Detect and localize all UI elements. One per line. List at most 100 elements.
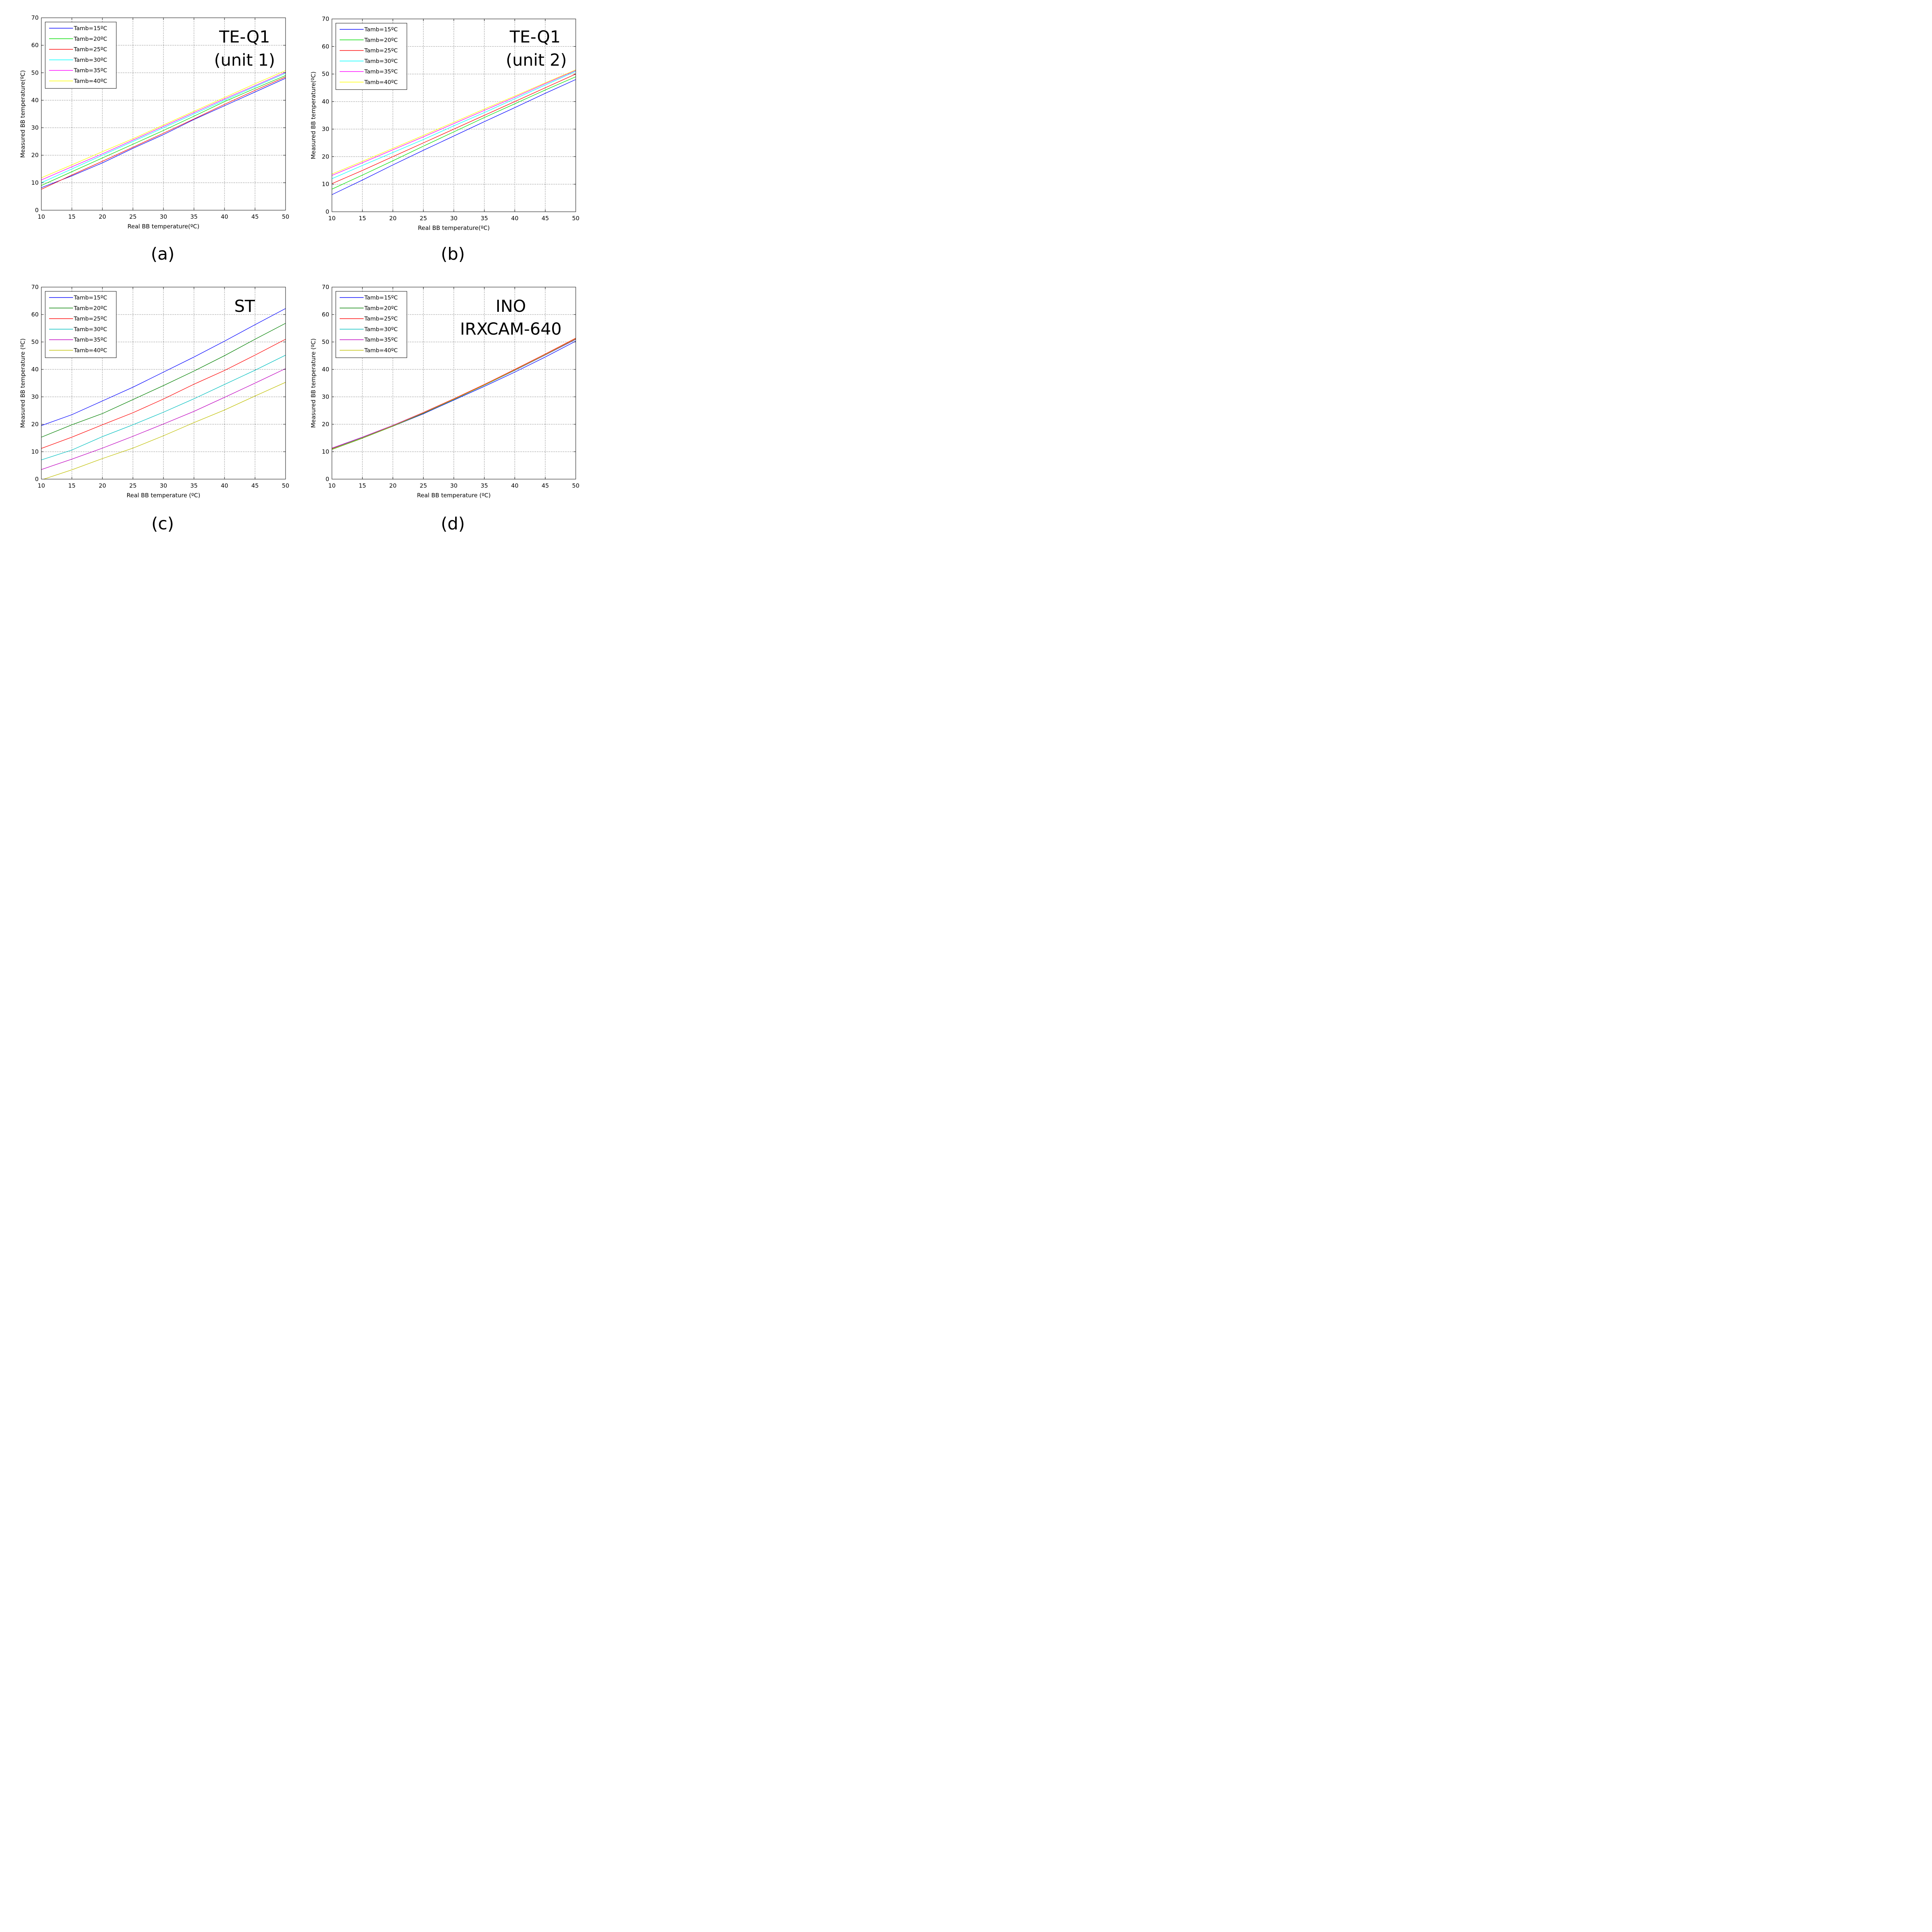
panel-annotation: ST	[234, 297, 255, 316]
legend-box	[45, 22, 117, 89]
panel-annotation: (unit 2)	[506, 51, 567, 70]
y-tick-label: 20	[31, 152, 39, 159]
panel-annotation: TE-Q1	[509, 27, 561, 47]
y-tick-label: 0	[35, 207, 39, 214]
panel-annotation: INO	[496, 297, 526, 316]
series-line-5	[41, 72, 286, 180]
series-line-4	[41, 73, 286, 183]
panel-caption: (c)	[151, 514, 174, 533]
x-tick-label: 10	[37, 213, 45, 220]
x-tick-label: 15	[359, 482, 366, 489]
series-line-3	[332, 74, 576, 184]
y-tick-label: 30	[322, 393, 329, 400]
legend: Tamb=15ºC Tamb=20ºC Tamb=25ºC Tamb=30ºC Tamb…	[335, 23, 407, 90]
series-line-6	[41, 70, 286, 178]
x-tick-label: 45	[251, 482, 259, 489]
series-group	[41, 70, 286, 190]
legend-entry-1: Tamb=15ºC	[73, 295, 107, 301]
legend-entry-6: Tamb=40ºC	[364, 348, 398, 354]
series-group	[332, 70, 576, 195]
legend-entry-1: Tamb=15ºC	[364, 295, 398, 301]
legend-box	[45, 291, 117, 358]
y-tick-label: 20	[322, 153, 329, 160]
y-tick-label: 10	[31, 179, 39, 186]
y-tick-label: 50	[31, 338, 39, 345]
y-tick-label: 40	[31, 97, 39, 104]
legend-entry-5: Tamb=35ºC	[73, 337, 107, 343]
x-axis-label: Real BB temperature(ºC)	[128, 223, 199, 230]
x-tick-label: 30	[450, 215, 457, 222]
panel-caption: (b)	[441, 244, 465, 264]
legend-entry-3: Tamb=25ºC	[364, 316, 398, 322]
y-tick-label: 50	[322, 338, 329, 345]
x-tick-label: 45	[251, 213, 259, 220]
y-tick-label: 10	[322, 448, 329, 455]
x-tick-label: 25	[420, 215, 427, 222]
series-line-4	[332, 71, 576, 179]
series-group	[332, 338, 576, 450]
x-tick-label: 10	[328, 215, 335, 222]
series-line-6	[332, 70, 576, 174]
y-tick-label: 10	[31, 448, 39, 455]
legend-entry-4: Tamb=30ºC	[73, 327, 107, 333]
y-tick-label: 60	[322, 43, 329, 50]
x-tick-label: 40	[221, 482, 228, 489]
series-line-3	[41, 77, 286, 190]
y-tick-label: 20	[322, 421, 329, 428]
series-line-5	[41, 368, 286, 470]
x-axis-label: Real BB temperature (ºC)	[127, 492, 201, 499]
legend: Tamb=15ºC Tamb=20ºC Tamb=25ºC Tamb=30ºC Tamb…	[45, 291, 117, 358]
legend-box	[335, 23, 407, 90]
legend-entry-2: Tamb=20ºC	[364, 37, 398, 43]
legend-entry-5: Tamb=35ºC	[364, 337, 398, 343]
series-line-1	[41, 308, 286, 426]
panel-annotation: IRXCAM-640	[460, 320, 561, 339]
legend-entry-3: Tamb=25ºC	[73, 316, 107, 322]
x-tick-label: 35	[190, 482, 197, 489]
x-tick-label: 15	[359, 215, 366, 222]
legend: Tamb=15ºC Tamb=20ºC Tamb=25ºC Tamb=30ºC Tamb…	[335, 291, 407, 358]
y-tick-label: 50	[31, 69, 39, 76]
series-line-2	[41, 75, 286, 186]
y-axis-label: Measured BB temperature (ºC)	[310, 338, 317, 428]
legend-entry-2: Tamb=20ºC	[364, 305, 398, 311]
x-tick-label: 20	[99, 482, 106, 489]
x-tick-label: 10	[328, 482, 335, 489]
x-axis-label: Real BB temperature(ºC)	[418, 224, 490, 231]
y-tick-label: 50	[322, 71, 329, 78]
series-line-6	[332, 338, 576, 450]
series-line-6	[43, 382, 286, 479]
series-line-2	[332, 77, 576, 190]
x-axis-label: Real BB temperature (ºC)	[417, 492, 491, 499]
y-tick-label: 0	[325, 208, 329, 215]
x-tick-label: 35	[190, 213, 197, 220]
y-tick-label: 20	[31, 421, 39, 428]
panel-caption: (a)	[151, 244, 174, 264]
legend-entry-3: Tamb=25ºC	[73, 47, 107, 53]
y-tick-label: 0	[35, 476, 39, 483]
legend-entry-6: Tamb=40ºC	[73, 78, 107, 85]
panel-annotation: (unit 1)	[214, 51, 275, 70]
x-tick-label: 45	[542, 482, 549, 489]
x-tick-label: 30	[160, 213, 167, 220]
x-tick-label: 40	[511, 215, 519, 222]
y-axis-label: Measured BB temperature(ºC)	[310, 71, 317, 159]
legend-entry-2: Tamb=20ºC	[73, 305, 107, 311]
legend-entry-4: Tamb=30ºC	[364, 58, 398, 65]
x-tick-label: 50	[282, 213, 289, 220]
y-tick-label: 70	[322, 15, 329, 22]
y-tick-label: 10	[322, 181, 329, 188]
x-tick-label: 20	[99, 213, 106, 220]
y-tick-label: 60	[31, 311, 39, 318]
x-tick-label: 45	[542, 215, 549, 222]
x-tick-label: 20	[389, 482, 396, 489]
y-tick-label: 70	[31, 14, 39, 21]
y-tick-label: 30	[322, 126, 329, 133]
y-tick-label: 40	[322, 366, 329, 373]
x-tick-label: 15	[68, 482, 75, 489]
legend-entry-1: Tamb=15ºC	[364, 27, 398, 33]
legend-entry-4: Tamb=30ºC	[364, 327, 398, 333]
